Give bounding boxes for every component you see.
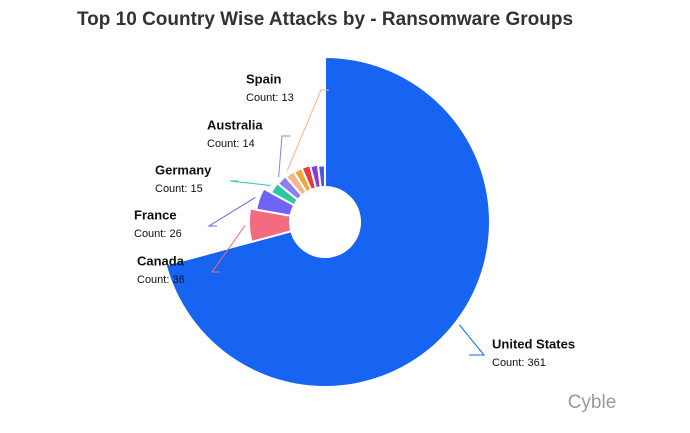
slice-label: France	[134, 207, 177, 222]
slice-count: Count: 13	[246, 92, 294, 104]
chart-title: Top 10 Country Wise Attacks by - Ransomw…	[77, 9, 573, 30]
slice-count: Count: 361	[492, 357, 546, 369]
slice-count: Count: 15	[155, 183, 203, 195]
slice-label: Spain	[246, 71, 281, 86]
watermark: Cyble	[568, 392, 617, 413]
slice-label: Australia	[207, 117, 263, 132]
slice-count: Count: 36	[137, 274, 185, 286]
leader-line	[207, 197, 256, 227]
leader-line	[286, 89, 329, 171]
leader-line	[278, 135, 290, 178]
slice-label: United States	[492, 336, 575, 351]
slice-count: Count: 14	[207, 138, 255, 150]
leader-line	[458, 324, 486, 356]
slice	[164, 56, 491, 388]
leader-line	[229, 180, 271, 186]
slice-count: Count: 26	[134, 228, 182, 240]
leader-line	[211, 225, 246, 273]
slice-label: Germany	[155, 162, 212, 177]
slice	[317, 164, 326, 189]
slice-label: Canada	[137, 253, 185, 268]
